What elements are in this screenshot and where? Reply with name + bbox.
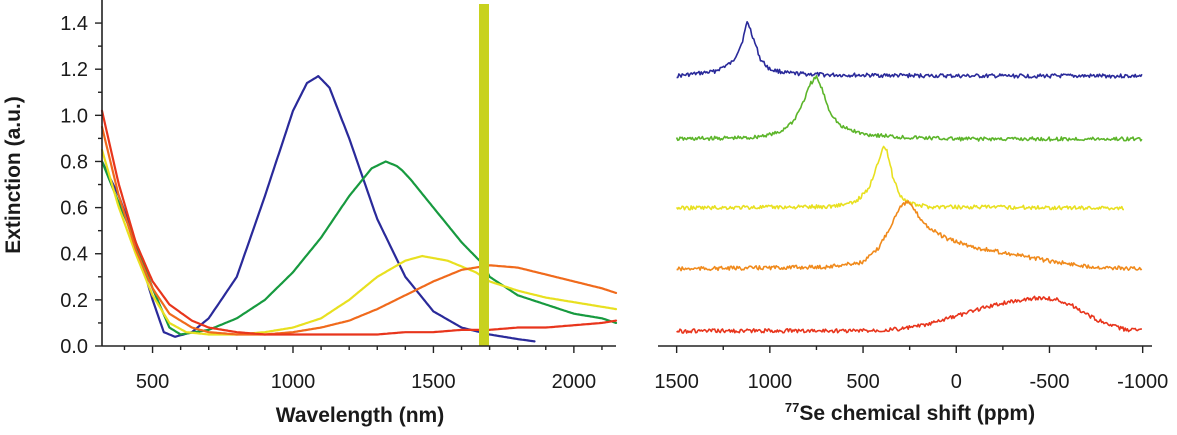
uv-y-tick-label: 0.6 (60, 198, 88, 220)
nmr-x-tick-label: 0 (951, 371, 962, 393)
uv-x-tick-label: 1500 (411, 371, 456, 393)
uv-y-tick-label: 1.4 (60, 13, 88, 35)
nmr-x-ticks: 1500 1000 500 0 -500 -1000 (654, 346, 1168, 393)
extinction-series-4 (100, 125, 618, 336)
uv-y-tick-label: 0.2 (60, 290, 88, 312)
nmr-series-1 (676, 21, 1143, 79)
uv-y-ticks: 0.0 0.2 0.4 0.6 0.8 1.0 1.2 1.4 (60, 13, 102, 358)
nmr-series-4 (676, 200, 1143, 272)
nmr-x-axis-label: 77Se chemical shift (ppm) (785, 400, 1035, 425)
extinction-series-3 (100, 148, 618, 336)
nmr-series-5 (676, 295, 1142, 334)
uv-x-tick-label: 500 (136, 371, 169, 393)
spectral-artifact-band (479, 4, 489, 346)
uv-y-tick-label: 0.8 (60, 151, 88, 173)
nmr-series-3 (675, 145, 1125, 211)
nmr-x-tick-label: -1000 (1117, 371, 1168, 393)
extinction-curves (100, 75, 618, 343)
nmr-x-axis-label-main: Se chemical shift (ppm) (799, 402, 1035, 425)
uv-y-tick-label: 1.0 (60, 105, 88, 127)
extinction-series-5 (100, 109, 618, 336)
nmr-curves (675, 21, 1143, 334)
uv-x-tick-label: 2000 (552, 371, 597, 393)
nmr-x-tick-label: 500 (846, 371, 879, 393)
extinction-series-1 (100, 75, 536, 343)
nmr-x-axis-label-superscript: 77 (785, 400, 799, 415)
extinction-spectrum-chart: 500 1000 1500 2000 0.0 0.2 0.4 0.6 0.8 1.0 1.2 1.4… (2, 0, 618, 427)
uv-y-tick-label: 0.4 (60, 244, 88, 266)
uv-x-ticks: 500 1000 1500 2000 (123, 346, 603, 393)
nmr-x-tick-label: -500 (1029, 371, 1069, 393)
nmr-series-2 (675, 74, 1143, 142)
nmr-x-tick-label: 1500 (654, 371, 699, 393)
extinction-series-2 (100, 160, 618, 336)
uv-x-tick-label: 1000 (271, 371, 316, 393)
uv-x-axis-label: Wavelength (nm) (276, 404, 444, 427)
uv-y-tick-label: 1.2 (60, 59, 88, 81)
uv-y-axis-label: Extinction (a.u.) (2, 96, 25, 254)
nmr-spectrum-chart: 1500 1000 500 0 -500 -1000 77Se chemical shif… (654, 21, 1168, 425)
nmr-x-tick-label: 1000 (748, 371, 793, 393)
uv-y-tick-label: 0.0 (60, 336, 88, 358)
